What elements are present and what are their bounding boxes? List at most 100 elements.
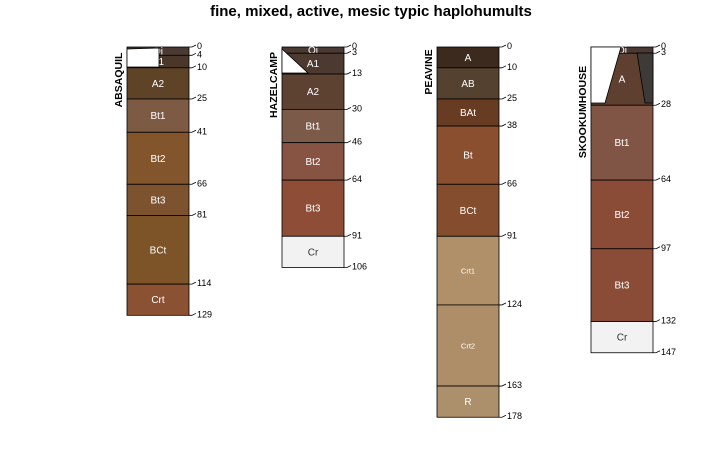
depth-tick xyxy=(189,96,197,100)
profile-name: PEAVINE xyxy=(423,49,435,94)
horizon-cr xyxy=(590,321,654,354)
depth-label: 25 xyxy=(197,93,207,103)
profile-absaquil: ABSAQUILOiA1A2Bt1Bt2Bt3BCtCrt04102541668… xyxy=(113,41,212,319)
depth-tick xyxy=(189,312,197,316)
horizon-bt3 xyxy=(126,183,190,216)
chart-title: fine, mixed, active, mesic typic haplohu… xyxy=(210,3,532,20)
depth-label: 129 xyxy=(197,309,212,319)
depth-tick xyxy=(499,383,507,387)
profile-hazelcamp: HAZELCAMP Oi A1 A2 Bt1 Bt2 Bt3 Cr 03 13 30 46 64 91 10… xyxy=(268,41,367,271)
horizon-label: BAt xyxy=(460,108,476,119)
horizon-label: Crt1 xyxy=(461,267,475,276)
horizon-crt xyxy=(126,283,190,316)
depth-label: 66 xyxy=(197,178,207,188)
horizon-label: Bt2 xyxy=(305,157,320,168)
boundary-wedge xyxy=(281,48,310,74)
depth-tick xyxy=(499,65,507,69)
horizon-bt2 xyxy=(590,179,654,250)
depth-label: 91 xyxy=(507,230,517,240)
horizon-label: Oi xyxy=(308,46,318,57)
depth-tick xyxy=(189,181,197,185)
horizon-bt2 xyxy=(281,142,345,181)
horizon-label: BCt xyxy=(460,206,477,217)
horizon-label: Oi xyxy=(617,46,627,57)
horizon-label: Bt2 xyxy=(150,154,165,165)
depth-label: 3 xyxy=(352,47,357,57)
depth-label: 81 xyxy=(197,209,207,219)
horizon-label: Cr xyxy=(617,333,628,344)
depth-label: 106 xyxy=(352,261,367,271)
horizon-bt1 xyxy=(590,104,654,181)
profiles-group: ABSAQUILOiA1A2Bt1Bt2Bt3BCtCrt04102541668… xyxy=(113,41,676,421)
depth-label: 25 xyxy=(507,93,517,103)
horizon-label: Crt2 xyxy=(461,341,475,350)
depth-tick xyxy=(344,265,352,268)
depth-tick xyxy=(189,44,197,48)
horizon-label: A2 xyxy=(152,79,165,90)
depth-label: 114 xyxy=(197,278,211,288)
depth-label: 178 xyxy=(507,411,522,421)
depth-label: 64 xyxy=(661,174,671,184)
horizon-label: A xyxy=(465,53,472,64)
horizon-crt2 xyxy=(436,304,500,387)
depth-tick xyxy=(653,177,661,181)
horizon-label: Crt xyxy=(151,295,165,306)
profile-peavine: PEAVINE A AB BAt Bt BCt Crt1 Crt2 R 0 10 25 38 66 91 12… xyxy=(423,41,522,421)
horizon-label: BCt xyxy=(150,245,167,256)
depth-tick xyxy=(344,177,352,181)
depth-label: 64 xyxy=(352,174,362,184)
horizon-label: Bt3 xyxy=(150,195,165,206)
depth-label: 0 xyxy=(197,41,202,51)
horizon-label: Bt xyxy=(463,151,473,162)
horizon-label: Bt1 xyxy=(614,138,629,149)
depth-label: 10 xyxy=(197,62,207,72)
depth-tick xyxy=(653,350,661,354)
horizon-bt3 xyxy=(590,248,654,322)
horizon-label: R xyxy=(464,397,471,408)
depth-label: 163 xyxy=(507,380,522,390)
depth-tick xyxy=(344,233,352,237)
profile-name: SKOOKUMHOUSE xyxy=(577,66,589,158)
profile-name: HAZELCAMP xyxy=(268,52,280,118)
depth-tick xyxy=(653,246,661,250)
depth-label: 97 xyxy=(661,243,671,253)
horizon-bt3 xyxy=(281,179,345,237)
depth-tick xyxy=(344,140,352,144)
profile-name: ABSAQUIL xyxy=(113,52,125,107)
depth-tick xyxy=(189,65,197,69)
depth-tick xyxy=(499,96,507,100)
horizon-label: Bt3 xyxy=(305,204,320,215)
horizon-label: A xyxy=(619,75,626,86)
depth-tick xyxy=(344,50,352,54)
boundary-wedge xyxy=(126,47,160,68)
depth-label: 4 xyxy=(197,49,202,59)
depth-tick xyxy=(189,281,197,285)
depth-label: 132 xyxy=(661,316,676,326)
depth-label: 66 xyxy=(507,178,517,188)
horizon-label: Bt1 xyxy=(305,122,320,133)
horizon-crt1 xyxy=(436,235,500,306)
depth-label: 30 xyxy=(352,103,362,113)
depth-tick xyxy=(653,319,661,322)
depth-tick xyxy=(189,213,197,216)
depth-tick xyxy=(499,181,507,185)
depth-tick xyxy=(499,44,507,48)
horizon-label: Cr xyxy=(308,247,319,258)
boundary-wedge xyxy=(590,46,622,104)
depth-label: 41 xyxy=(197,126,207,136)
depth-label: 46 xyxy=(352,137,362,147)
depth-label: 0 xyxy=(507,41,512,51)
depth-tick xyxy=(344,71,352,75)
horizon-a2 xyxy=(126,67,190,100)
horizon-label: A2 xyxy=(307,87,320,98)
depth-tick xyxy=(499,233,507,237)
horizon-r xyxy=(436,385,500,418)
horizon-label: A1 xyxy=(307,59,320,70)
depth-tick xyxy=(653,102,661,106)
depth-tick xyxy=(653,50,661,54)
depth-tick xyxy=(344,44,352,48)
depth-label: 28 xyxy=(661,99,671,109)
depth-tick xyxy=(189,52,197,56)
depth-label: 10 xyxy=(507,62,517,72)
depth-label: 38 xyxy=(507,120,517,130)
